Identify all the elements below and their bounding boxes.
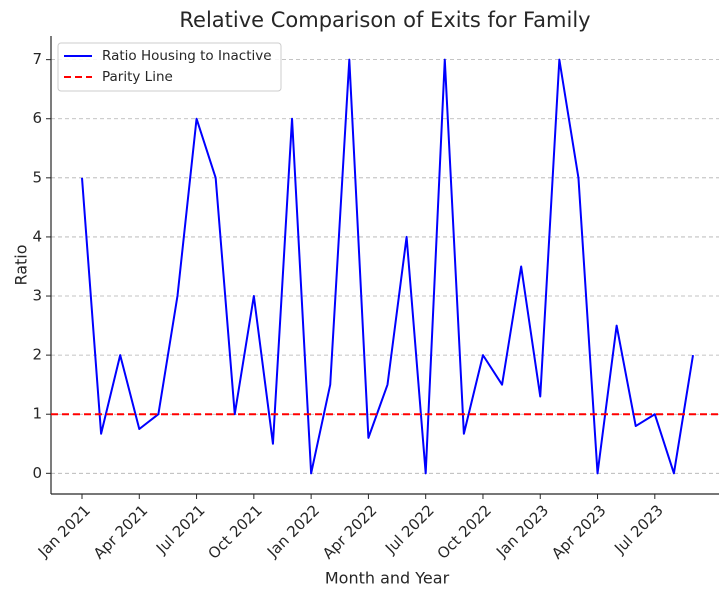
x-tick-label: Jul 2023 [610, 501, 667, 558]
x-tick-label: Jan 2023 [492, 501, 552, 561]
legend: Ratio Housing to Inactive Parity Line [57, 42, 282, 92]
x-tick-label: Apr 2023 [548, 501, 609, 562]
legend-label: Parity Line [102, 69, 173, 85]
x-tick-label: Jul 2021 [152, 501, 209, 558]
x-tick-label: Jan 2022 [263, 501, 323, 561]
y-tick-label: 1 [32, 405, 42, 423]
x-tick-label: Apr 2021 [90, 501, 151, 562]
y-tick-label: 7 [32, 50, 42, 68]
data-line [81, 58, 694, 475]
y-tick-label: 5 [32, 168, 42, 186]
legend-label: Ratio Housing to Inactive [102, 48, 272, 64]
y-tick-label: 2 [32, 346, 42, 364]
x-tick-label: Jan 2021 [34, 501, 94, 561]
legend-box [57, 42, 282, 92]
y-tick-label: 4 [32, 227, 42, 245]
x-axis-label: Month and Year [325, 569, 450, 588]
y-tick-label: 3 [32, 287, 42, 305]
y-tick-label: 6 [32, 109, 42, 127]
chart-title: Relative Comparison of Exits for Family [179, 8, 590, 32]
x-tick-label: Oct 2022 [434, 501, 495, 562]
y-axis-label: Ratio [12, 244, 31, 285]
y-tick-label: 0 [32, 464, 42, 482]
x-tick-label: Oct 2021 [204, 501, 265, 562]
x-tick-label: Apr 2022 [319, 501, 380, 562]
x-tick-label: Jul 2022 [381, 501, 438, 558]
